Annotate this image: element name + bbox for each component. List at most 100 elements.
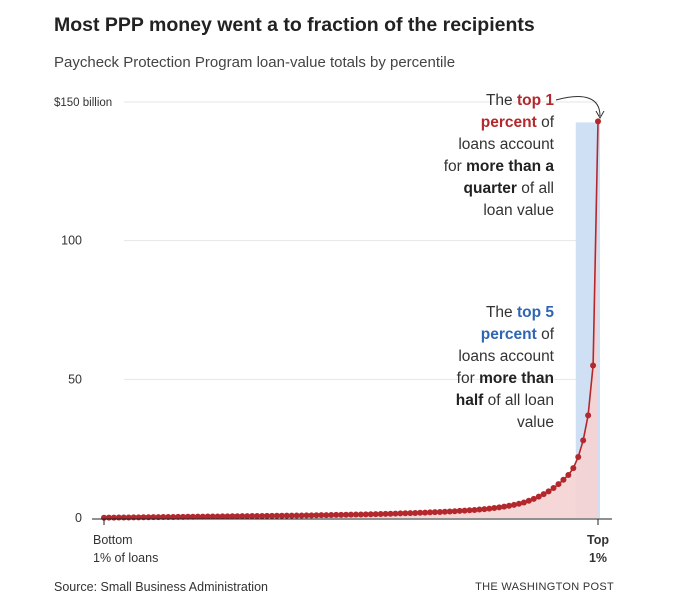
data-point bbox=[585, 412, 592, 419]
data-point bbox=[525, 497, 532, 504]
data-point bbox=[170, 513, 177, 520]
data-point bbox=[481, 506, 488, 513]
data-point bbox=[239, 513, 246, 520]
data-point bbox=[367, 511, 374, 518]
gridlines: 0 50 100 $150 billion bbox=[54, 97, 598, 525]
data-point bbox=[273, 512, 280, 519]
data-point bbox=[422, 509, 429, 516]
data-point bbox=[362, 511, 369, 518]
data-point bbox=[535, 493, 542, 500]
data-point bbox=[565, 472, 572, 479]
data-point bbox=[456, 507, 463, 514]
data-point bbox=[486, 505, 493, 512]
data-point bbox=[224, 513, 231, 520]
data-point bbox=[184, 513, 191, 520]
data-point bbox=[308, 512, 315, 519]
data-point bbox=[268, 512, 275, 519]
data-point bbox=[333, 511, 340, 518]
data-point bbox=[417, 509, 424, 516]
data-point bbox=[590, 362, 597, 369]
data-point bbox=[461, 507, 468, 514]
data-point bbox=[244, 513, 251, 520]
data-point bbox=[234, 513, 241, 520]
data-point bbox=[575, 453, 582, 460]
data-point bbox=[229, 513, 236, 520]
data-point bbox=[328, 512, 335, 519]
data-point bbox=[298, 512, 305, 519]
data-point bbox=[180, 513, 187, 520]
data-point bbox=[175, 513, 182, 520]
data-point bbox=[288, 512, 295, 519]
data-point bbox=[402, 510, 409, 517]
y-tick-label: 50 bbox=[68, 372, 82, 386]
data-point bbox=[313, 512, 320, 519]
data-point bbox=[580, 437, 587, 444]
data-point bbox=[545, 488, 552, 495]
data-point bbox=[189, 513, 196, 520]
data-point bbox=[436, 508, 443, 515]
data-point bbox=[249, 513, 256, 520]
data-point bbox=[397, 510, 404, 517]
data-point bbox=[303, 512, 310, 519]
data-point bbox=[348, 511, 354, 518]
data-point bbox=[427, 509, 434, 516]
data-point bbox=[372, 511, 379, 518]
data-point bbox=[441, 508, 448, 515]
y-tick-label: $150 billion bbox=[54, 97, 112, 109]
data-point bbox=[560, 476, 567, 483]
data-point bbox=[209, 513, 216, 520]
data-point bbox=[511, 501, 518, 508]
data-point bbox=[476, 506, 483, 513]
series-points bbox=[101, 118, 601, 521]
annotation-top1: The top 1 percent of loans account for m… bbox=[443, 92, 554, 219]
axes: Bottom 1% of loans Top 1% bbox=[92, 518, 612, 565]
arrow-head bbox=[595, 110, 605, 120]
data-point bbox=[471, 506, 478, 513]
data-point bbox=[323, 512, 330, 519]
x-tick-label: 1% bbox=[589, 551, 607, 565]
data-point bbox=[501, 503, 508, 510]
data-point bbox=[496, 504, 503, 511]
source-note: Source: Small Business Administration bbox=[54, 580, 268, 594]
data-point bbox=[214, 513, 221, 520]
data-point bbox=[283, 512, 290, 519]
data-point bbox=[431, 509, 438, 516]
data-point bbox=[293, 512, 300, 519]
data-point bbox=[343, 511, 350, 518]
y-tick-label: 100 bbox=[61, 234, 82, 248]
data-point bbox=[204, 513, 211, 520]
data-point bbox=[392, 510, 399, 517]
publisher-credit: THE WASHINGTON POST bbox=[475, 581, 614, 593]
chart-title: Most PPP money went a to fraction of the… bbox=[54, 14, 535, 36]
annotation-top5: The top 5 percent of loans account for m… bbox=[455, 304, 554, 431]
data-point bbox=[520, 499, 527, 506]
data-point bbox=[259, 512, 266, 519]
data-point bbox=[338, 511, 345, 518]
data-point bbox=[530, 495, 537, 502]
data-point bbox=[595, 118, 601, 125]
data-point bbox=[278, 512, 285, 519]
data-point bbox=[264, 512, 271, 519]
data-point bbox=[540, 491, 547, 498]
top1-highlight: top 1 bbox=[516, 92, 554, 109]
data-point bbox=[357, 511, 364, 518]
data-point bbox=[382, 510, 389, 517]
data-point bbox=[219, 513, 226, 520]
data-point bbox=[377, 510, 384, 517]
data-point bbox=[387, 510, 394, 517]
data-point bbox=[199, 513, 206, 520]
data-point bbox=[555, 481, 562, 488]
data-point bbox=[407, 510, 414, 517]
data-point bbox=[466, 507, 473, 514]
data-point bbox=[412, 509, 419, 516]
data-point bbox=[550, 485, 557, 492]
data-point bbox=[446, 508, 453, 515]
data-point bbox=[515, 500, 522, 507]
data-point bbox=[194, 513, 201, 520]
annotation-arrow bbox=[555, 96, 601, 117]
data-point bbox=[318, 512, 325, 519]
x-tick-label: Bottom bbox=[93, 533, 133, 547]
y-tick-label: 0 bbox=[75, 511, 82, 525]
x-tick-label: Top bbox=[587, 533, 609, 547]
